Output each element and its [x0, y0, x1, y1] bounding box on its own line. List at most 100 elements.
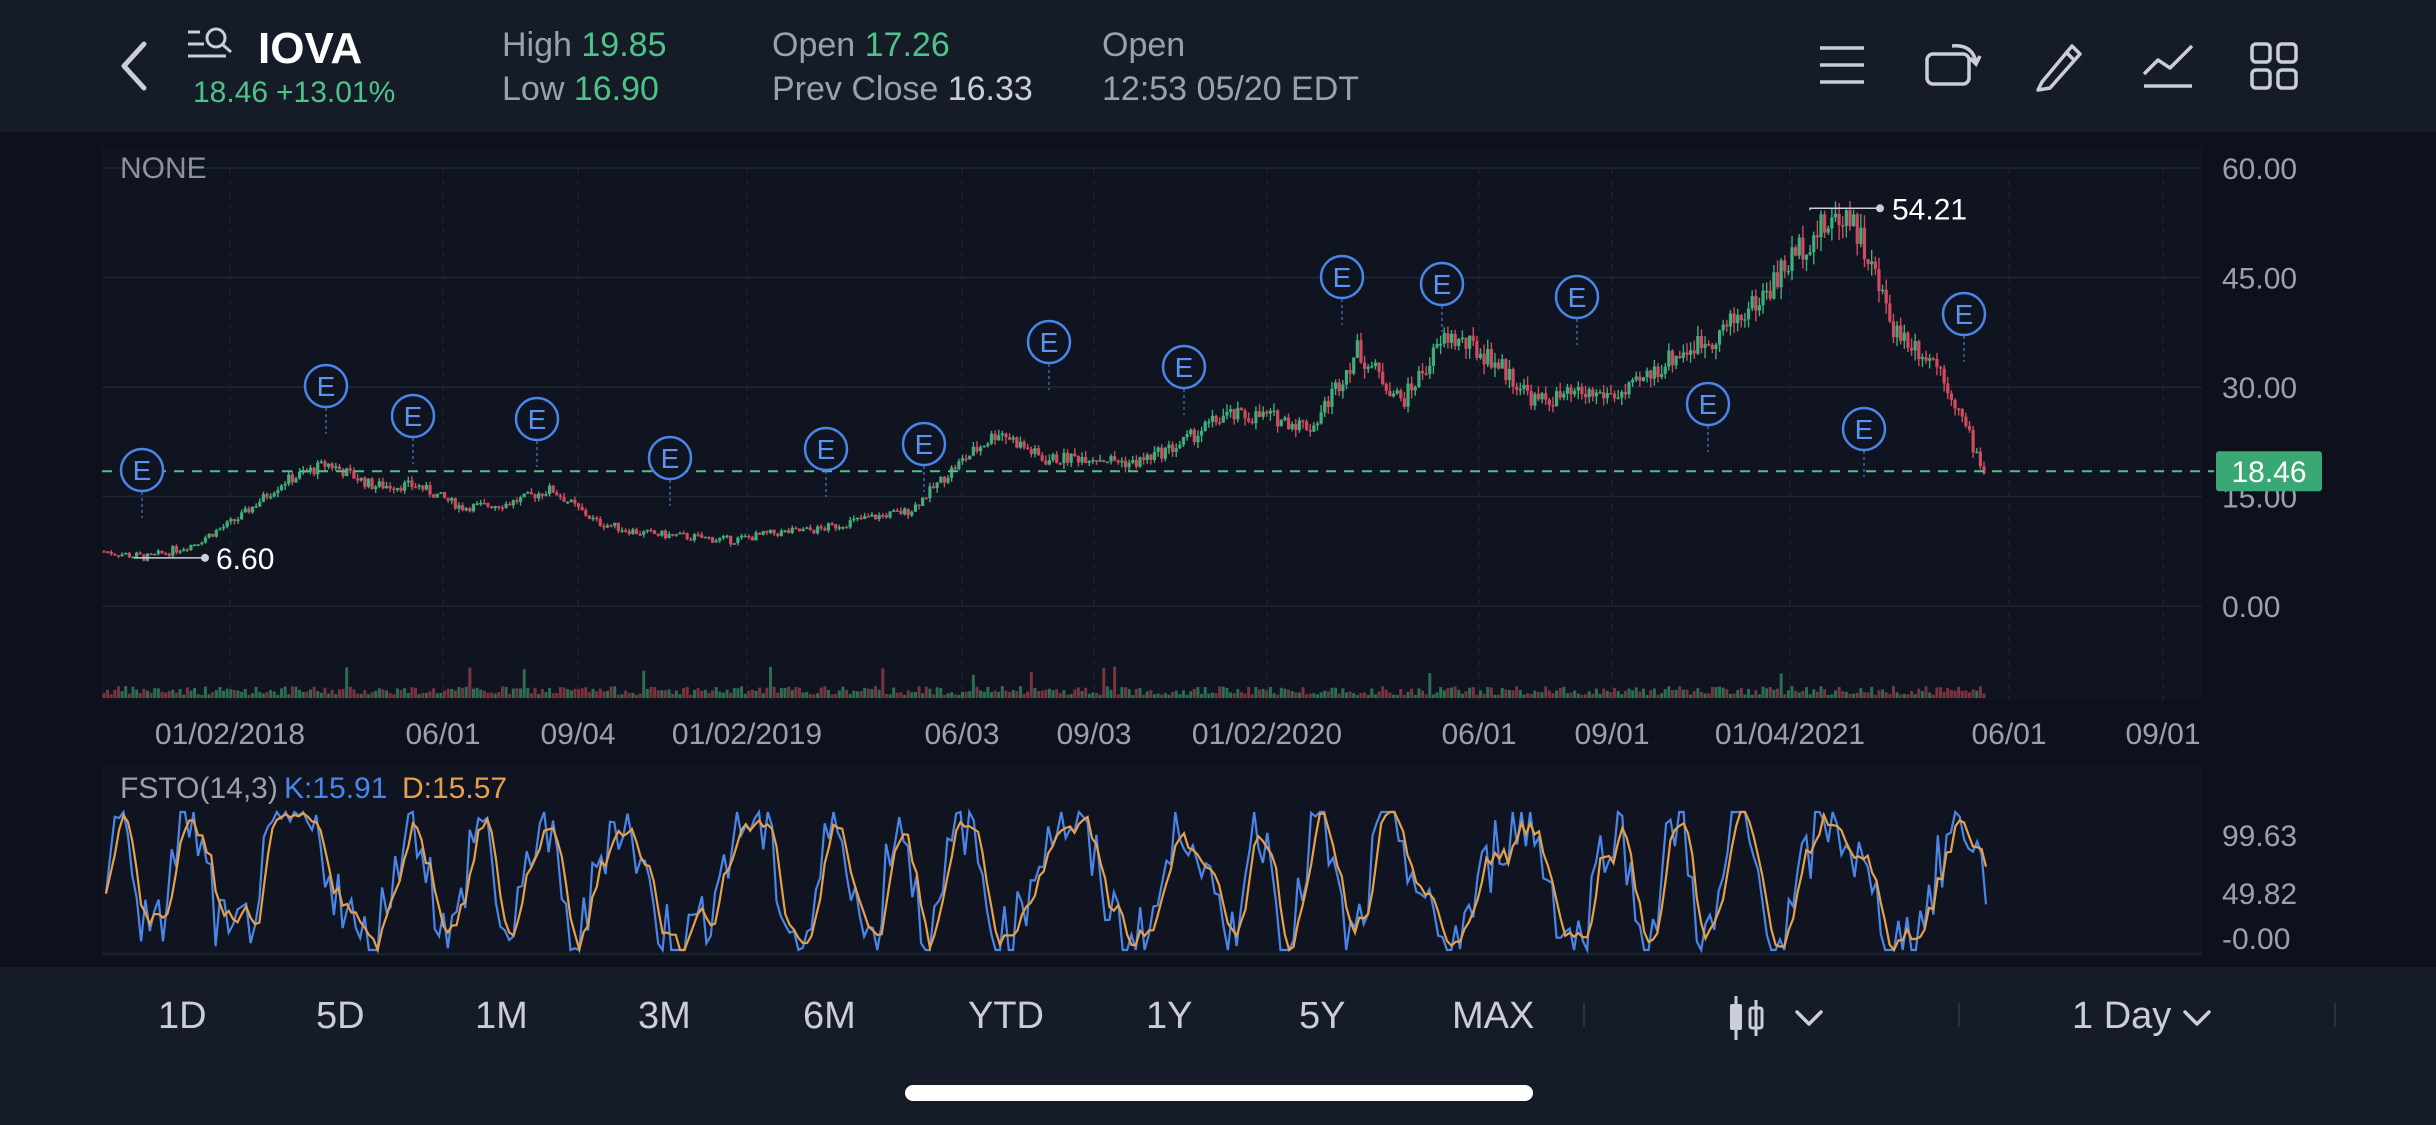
volume-bar: [1710, 686, 1714, 698]
volume-bar: [1428, 673, 1432, 698]
timeframe-button-3m[interactable]: 3M: [638, 995, 691, 1037]
earnings-marker-icon[interactable]: E: [1841, 406, 1887, 477]
earnings-marker-icon[interactable]: E: [1161, 344, 1207, 415]
candle-body: [1257, 411, 1262, 417]
timeframe-button-1y[interactable]: 1Y: [1146, 995, 1193, 1037]
timeframe-button-5y[interactable]: 5Y: [1299, 995, 1346, 1037]
menu-icon[interactable]: [1818, 44, 1866, 86]
volume-bar: [1373, 694, 1377, 698]
volume-bar: [692, 689, 696, 698]
grid-layout-icon[interactable]: [2250, 42, 2298, 90]
timeframe-button-1d[interactable]: 1D: [158, 995, 207, 1037]
earnings-marker-icon[interactable]: E: [1319, 254, 1365, 325]
rotate-screen-icon[interactable]: [1924, 40, 1982, 90]
candle-body: [1866, 259, 1870, 265]
search-list-icon[interactable]: [186, 26, 236, 66]
interval-selector[interactable]: 1 Day: [2072, 995, 2172, 1037]
volume-bar: [816, 693, 820, 698]
candlestick-icon[interactable]: [1726, 994, 1766, 1042]
volume-bar: [1109, 689, 1113, 698]
volume-bar: [707, 692, 711, 698]
earnings-marker-icon[interactable]: E: [1419, 261, 1465, 332]
volume-bar: [1663, 689, 1667, 698]
candle-body: [1431, 347, 1436, 366]
earnings-marker-icon[interactable]: E: [390, 393, 436, 464]
indicator-name[interactable]: FSTO(14,3): [120, 772, 278, 805]
earnings-marker-icon[interactable]: E: [119, 447, 165, 518]
candle-body: [1214, 415, 1218, 423]
volume-bar: [167, 691, 171, 698]
volume-bar: [1732, 693, 1736, 698]
earnings-marker-icon[interactable]: E: [647, 435, 693, 506]
candle-body: [1308, 430, 1312, 432]
volume-bar: [837, 690, 841, 698]
candle-body: [1920, 357, 1925, 360]
volume-bar: [200, 694, 204, 698]
candle-body: [1928, 358, 1932, 361]
candle-body: [649, 529, 653, 532]
earnings-marker-icon[interactable]: E: [1941, 291, 1987, 362]
svg-text:E: E: [661, 443, 680, 474]
volume-bar: [1515, 686, 1519, 698]
interval-chevron-down-icon[interactable]: [2182, 1008, 2212, 1028]
fsto-d-line: [104, 810, 1988, 954]
volume-bar: [631, 692, 635, 698]
indicator-y-tick: 49.82: [2222, 878, 2297, 911]
candle-body: [1366, 366, 1370, 369]
home-indicator[interactable]: [905, 1085, 1533, 1101]
volume-bar: [1623, 690, 1627, 698]
volume-bar: [714, 687, 718, 698]
volume-bar: [399, 690, 403, 698]
candle-body: [979, 447, 983, 452]
candle-body: [1841, 225, 1845, 227]
volume-bar: [580, 688, 584, 698]
volume-bar: [1399, 688, 1403, 698]
volume-bar: [1152, 694, 1156, 698]
candle-body: [1424, 373, 1428, 375]
volume-bar: [1232, 693, 1236, 698]
timeframe-button-6m[interactable]: 6M: [803, 995, 856, 1037]
candle-body: [1707, 343, 1711, 346]
volume-bar: [388, 693, 392, 698]
timeframe-button-ytd[interactable]: YTD: [968, 995, 1044, 1037]
earnings-marker-icon[interactable]: E: [1554, 274, 1600, 345]
candle-body: [355, 478, 360, 481]
toolbar-divider: [1583, 1003, 1585, 1027]
candle-body: [598, 518, 602, 526]
volume-bar: [1685, 689, 1689, 698]
volume-bar: [395, 688, 399, 698]
x-tick-label: 09/03: [1056, 718, 1131, 751]
earnings-marker-icon[interactable]: E: [303, 363, 349, 434]
overlay-label[interactable]: NONE: [120, 152, 207, 185]
candle-body: [1232, 409, 1236, 420]
candle-body: [765, 531, 769, 533]
earnings-marker-icon[interactable]: E: [1026, 319, 1072, 390]
candle-body: [439, 492, 443, 494]
chevron-down-icon[interactable]: [1794, 1008, 1824, 1028]
volume-bar: [1971, 689, 1975, 698]
candle-body: [1131, 460, 1135, 463]
candle-body: [1377, 362, 1381, 372]
volume-bar: [685, 687, 689, 698]
earnings-marker-icon[interactable]: E: [803, 426, 849, 497]
candle-body: [497, 506, 501, 508]
earnings-marker-icon[interactable]: E: [1685, 381, 1731, 452]
current-price-tag: [2216, 451, 2322, 492]
candle-body: [493, 506, 497, 509]
draw-pen-icon[interactable]: [2032, 38, 2086, 92]
volume-bar: [1268, 686, 1272, 698]
candle-body: [377, 481, 381, 487]
back-icon[interactable]: [112, 38, 156, 94]
volume-bar: [1015, 691, 1019, 698]
timeframe-button-1m[interactable]: 1M: [475, 995, 528, 1037]
candle-body: [1515, 386, 1519, 390]
volume-bar: [892, 687, 896, 698]
candle-body: [363, 477, 367, 487]
indicator-line-icon[interactable]: [2140, 40, 2196, 90]
timeframe-button-max[interactable]: MAX: [1452, 995, 1535, 1037]
earnings-marker-icon[interactable]: E: [901, 421, 947, 492]
volume-bar: [1189, 691, 1193, 698]
earnings-marker-icon[interactable]: E: [514, 396, 560, 467]
timeframe-button-5d[interactable]: 5D: [316, 995, 365, 1037]
